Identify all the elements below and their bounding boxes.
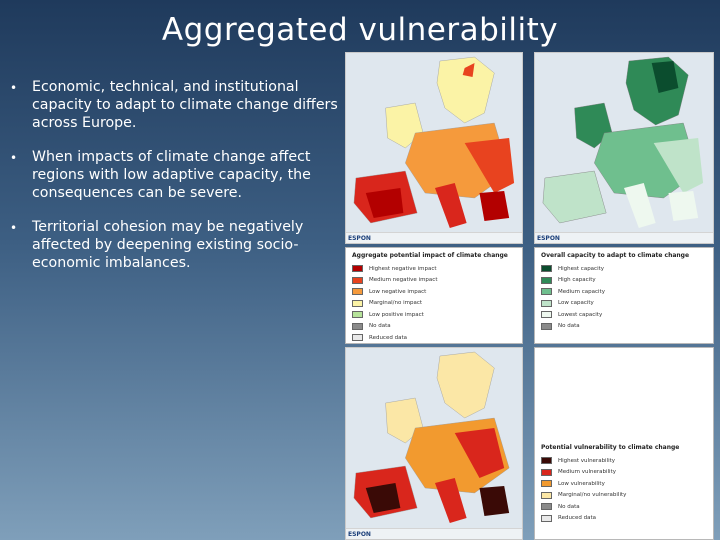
legend-label: Low capacity (558, 300, 594, 307)
bullet-item: • When impacts of climate change affect … (10, 148, 340, 202)
map-footer: ESPON (346, 232, 522, 243)
legend-swatch (541, 468, 552, 476)
legend-label: Reduced data (369, 334, 407, 341)
legend-swatch (541, 299, 552, 307)
legend-item: Highest negative impact (352, 263, 516, 275)
legend-label: Reduced data (558, 515, 596, 522)
legend-item: Low positive impact (352, 309, 516, 321)
vulnerability-map (346, 348, 522, 531)
slide-title: Aggregated vulnerability (161, 12, 559, 48)
legend-swatch (541, 491, 552, 499)
legend-swatch (352, 311, 363, 319)
bullet-item: • Economic, technical, and institutional… (10, 78, 340, 132)
capacity-map (535, 53, 713, 235)
legend-swatch (541, 480, 552, 488)
legend-swatch (541, 322, 552, 330)
legend-label: High capacity (558, 277, 596, 284)
bullet-marker: • (10, 81, 18, 95)
legend-swatch (352, 288, 363, 296)
legend-item: Reduced data (541, 513, 707, 525)
legend-item: Marginal/no impact (352, 298, 516, 310)
legend-title: Aggregate potential impact of climate ch… (352, 252, 508, 259)
legend-swatch (352, 322, 363, 330)
legend-label: Highest negative impact (369, 265, 437, 272)
bullet-text: Economic, technical, and institutional c… (32, 79, 338, 131)
impact-map (346, 53, 522, 235)
legend-item: No data (541, 501, 707, 513)
bullet-text: Territorial cohesion may be negatively a… (32, 219, 304, 271)
legend-swatch (352, 299, 363, 307)
capacity-legend: Overall capacity to adapt to climate cha… (534, 247, 714, 344)
legend-swatch (541, 265, 552, 273)
legend-label: Lowest capacity (558, 311, 603, 318)
capacity-map-panel: ESPON (534, 52, 714, 244)
legend-swatch (352, 276, 363, 284)
legend-item: Marginal/no vulnerability (541, 490, 707, 502)
legend-item: Medium vulnerability (541, 467, 707, 479)
legend-item: High capacity (541, 275, 707, 287)
legend-title: Potential vulnerability to climate chang… (541, 444, 680, 451)
legend-item: Low vulnerability (541, 478, 707, 490)
legend-label: Medium negative impact (369, 277, 438, 284)
legend-title: Overall capacity to adapt to climate cha… (541, 252, 690, 259)
legend-swatch (541, 311, 552, 319)
impact-legend: Aggregate potential impact of climate ch… (345, 247, 523, 344)
legend-label: Marginal/no vulnerability (558, 492, 627, 499)
legend-swatch (541, 457, 552, 465)
espon-logo: ESPON (537, 235, 560, 242)
legend-item: Medium capacity (541, 286, 707, 298)
legend-item: Lowest capacity (541, 309, 707, 321)
legend-swatch (352, 265, 363, 273)
legend-label: No data (369, 323, 391, 330)
legend-item: No data (541, 321, 707, 333)
espon-logo: ESPON (348, 235, 371, 242)
espon-logo: ESPON (348, 531, 371, 538)
legend-label: Low vulnerability (558, 480, 605, 487)
legend-label: Low negative impact (369, 288, 427, 295)
legend-swatch (541, 288, 552, 296)
legend-label: Medium vulnerability (558, 469, 616, 476)
legend-item: Low negative impact (352, 286, 516, 298)
legend-item: Highest vulnerability (541, 455, 707, 467)
legend-item: No data (352, 321, 516, 333)
legend-swatch (541, 276, 552, 284)
impact-map-panel: ESPON (345, 52, 523, 244)
bullet-list: • Economic, technical, and institutional… (10, 78, 340, 288)
legend-swatch (541, 514, 552, 522)
legend-label: Highest capacity (558, 265, 605, 272)
legend-item: Low capacity (541, 298, 707, 310)
legend-swatch (352, 334, 363, 342)
legend-item: Reduced data (352, 332, 516, 344)
legend-label: Marginal/no impact (369, 300, 423, 307)
bullet-marker: • (10, 221, 18, 235)
map-footer: ESPON (346, 528, 522, 539)
vulnerability-map-panel: ESPON (345, 347, 523, 540)
legend-label: Highest vulnerability (558, 457, 616, 464)
legend-label: No data (558, 323, 580, 330)
legend-label: No data (558, 503, 580, 510)
bullet-marker: • (10, 151, 18, 165)
legend-item: Highest capacity (541, 263, 707, 275)
bullet-item: • Territorial cohesion may be negatively… (10, 218, 340, 272)
legend-label: Medium capacity (558, 288, 605, 295)
legend-swatch (541, 503, 552, 511)
bullet-text: When impacts of climate change affect re… (32, 149, 311, 201)
vulnerability-legend: Potential vulnerability to climate chang… (534, 347, 714, 540)
legend-item: Medium negative impact (352, 275, 516, 287)
map-footer: ESPON (535, 232, 713, 243)
legend-label: Low positive impact (369, 311, 424, 318)
